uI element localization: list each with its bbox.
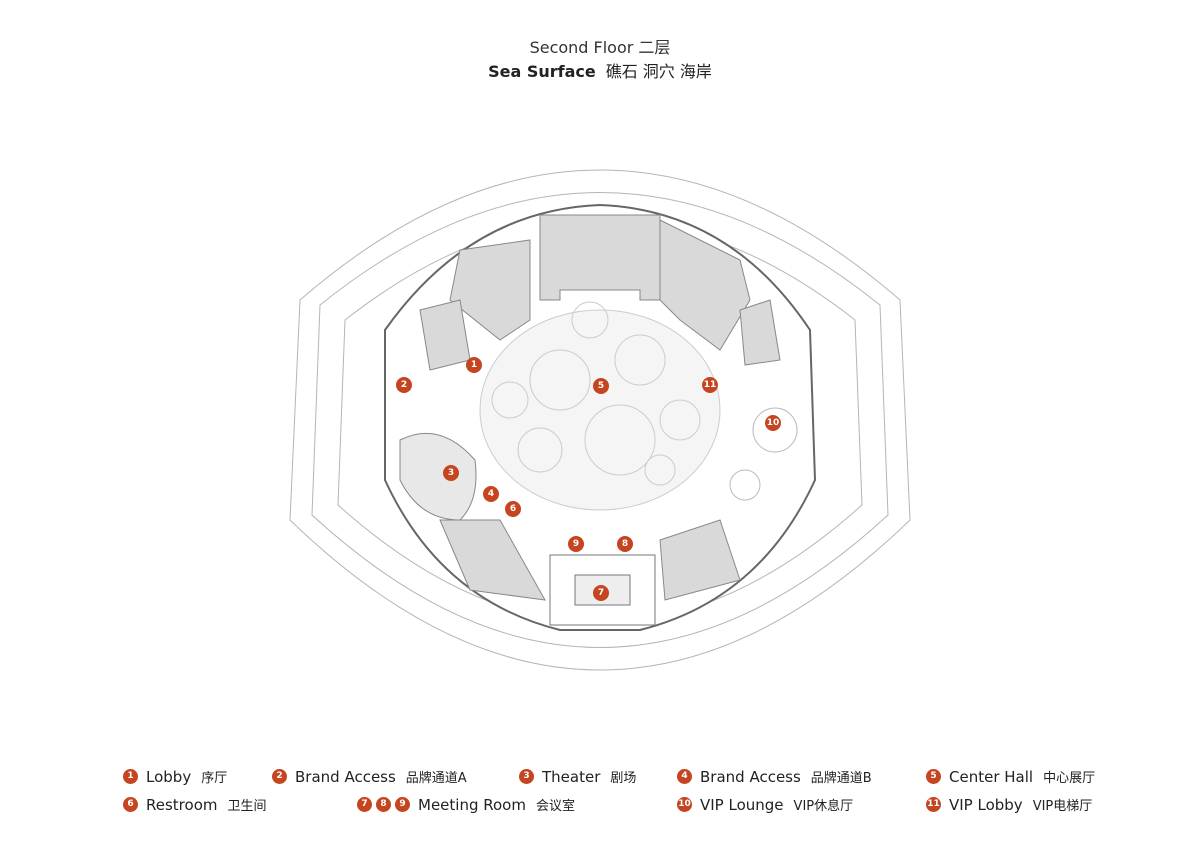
legend-label-en: Restroom xyxy=(146,795,218,814)
vip-lounge xyxy=(729,407,798,501)
outer-facade-inner xyxy=(311,192,889,648)
room-marker-5: 5 xyxy=(593,378,609,394)
legend-item: 11 VIP Lobby VIP电梯厅 xyxy=(926,795,1092,814)
legend-label-en: Meeting Room xyxy=(418,795,526,814)
legend-marker: 11 xyxy=(926,797,941,812)
legend-label-zh: VIP休息厅 xyxy=(793,799,854,814)
legend-label-zh: 会议室 xyxy=(535,799,575,814)
center-hall xyxy=(479,301,721,511)
legend-label-en: Theater xyxy=(542,767,601,786)
legend-marker: 1 xyxy=(123,769,138,784)
legend-item: 6 Restroom 卫生间 xyxy=(123,795,267,814)
room-marker-6: 6 xyxy=(505,501,521,517)
legend-marker: 7 xyxy=(357,797,372,812)
legend-label-zh: 卫生间 xyxy=(227,799,267,814)
legend-marker: 4 xyxy=(677,769,692,784)
legend-item: 2 Brand Access 品牌通道A xyxy=(272,767,467,786)
floor-title: Second Floor 二层 xyxy=(529,38,671,57)
legend-marker: 2 xyxy=(272,769,287,784)
legend-marker: 6 xyxy=(123,797,138,812)
legend-label-zh: 中心展厅 xyxy=(1043,771,1096,786)
subtitle-zh: 礁石 洞穴 海岸 xyxy=(605,62,712,81)
room-marker-7: 7 xyxy=(593,585,609,601)
room-marker-11: 11 xyxy=(702,377,718,393)
legend-item: 10 VIP Lounge VIP休息厅 xyxy=(677,795,853,814)
room-marker-8: 8 xyxy=(617,536,633,552)
legend-label-zh: VIP电梯厅 xyxy=(1032,799,1093,814)
legend-item: 3 Theater 剧场 xyxy=(519,767,636,786)
legend-item: 7 8 9 Meeting Room 会议室 xyxy=(357,795,575,814)
legend-marker: 5 xyxy=(926,769,941,784)
room-marker-3: 3 xyxy=(443,465,459,481)
legend-label-en: VIP Lounge xyxy=(700,795,784,814)
legend-marker: 9 xyxy=(395,797,410,812)
room-marker-9: 9 xyxy=(568,536,584,552)
legend-label-zh: 序厅 xyxy=(201,771,228,786)
legend-label-en: Brand Access xyxy=(295,767,396,786)
legend-label-zh: 品牌通道A xyxy=(405,771,467,786)
room-marker-1: 1 xyxy=(466,357,482,373)
legend-marker: 8 xyxy=(376,797,391,812)
legend-item: 1 Lobby 序厅 xyxy=(123,767,227,786)
legend-label-en: VIP Lobby xyxy=(949,795,1023,814)
legend-marker: 10 xyxy=(677,797,692,812)
legend-label-en: Brand Access xyxy=(700,767,801,786)
room-marker-2: 2 xyxy=(396,377,412,393)
subtitle-en: Sea Surface xyxy=(488,62,596,81)
legend-label-en: Lobby xyxy=(146,767,192,786)
room-marker-10: 10 xyxy=(765,415,781,431)
legend-item: 5 Center Hall 中心展厅 xyxy=(926,767,1095,786)
legend-label-zh: 品牌通道B xyxy=(810,771,872,786)
room-marker-4: 4 xyxy=(483,486,499,502)
floor-subtitle: Sea Surface 礁石 洞穴 海岸 xyxy=(0,58,1200,82)
service-rooms xyxy=(399,214,781,601)
legend-item: 4 Brand Access 品牌通道B xyxy=(677,767,872,786)
legend-marker: 3 xyxy=(519,769,534,784)
legend-label-zh: 剧场 xyxy=(610,771,637,786)
legend-label-en: Center Hall xyxy=(949,767,1034,786)
outer-facade xyxy=(289,169,911,671)
